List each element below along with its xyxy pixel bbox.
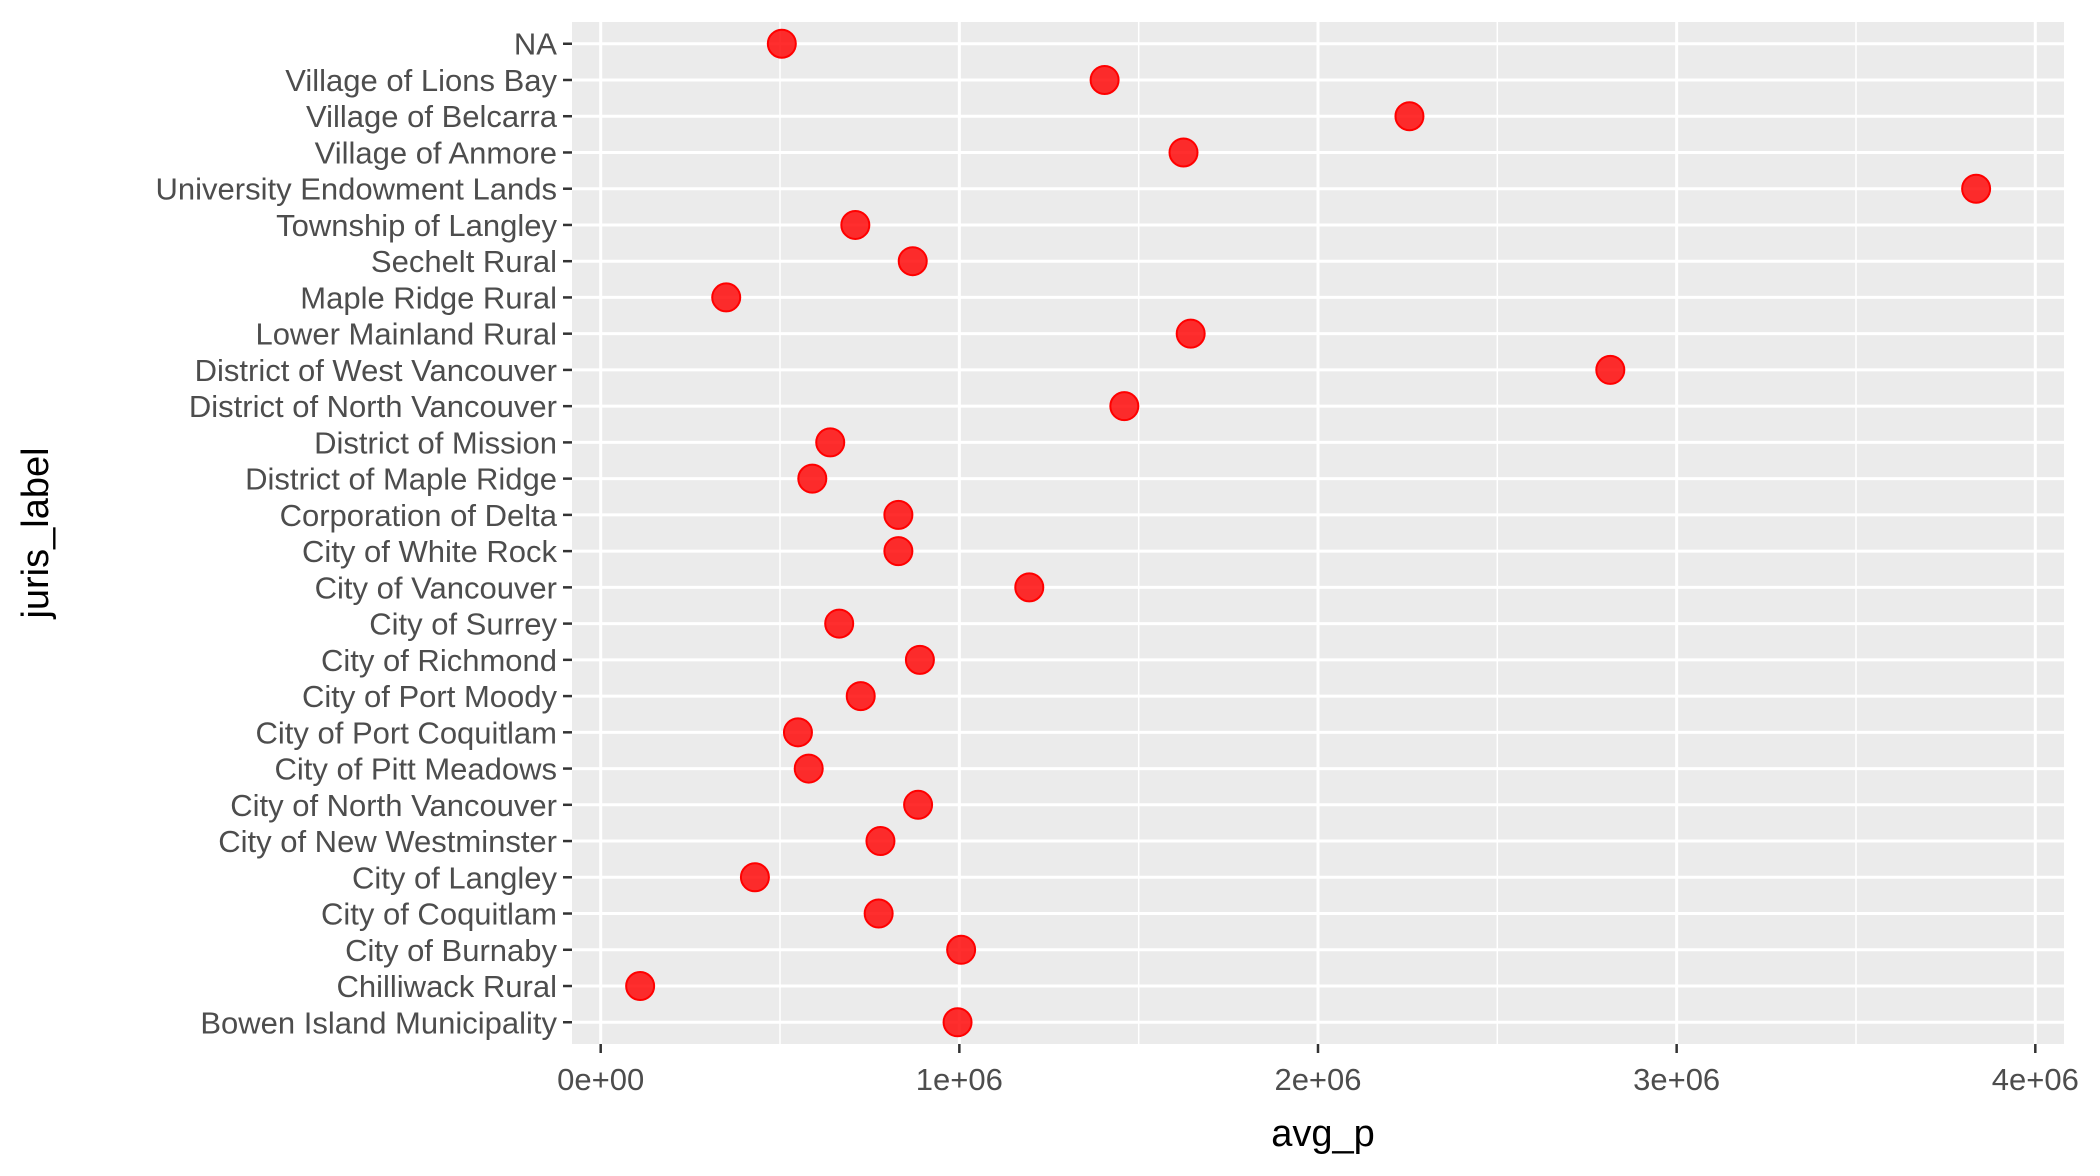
y-tick-label: City of Pitt Meadows — [274, 752, 557, 787]
y-tick-label: District of West Vancouver — [195, 353, 557, 388]
y-tick-label: NA — [514, 27, 557, 62]
data-point — [865, 826, 896, 857]
data-point — [711, 282, 742, 313]
data-point — [1595, 354, 1626, 385]
y-tick-label: City of Vancouver — [315, 570, 557, 605]
y-tick-label: District of Maple Ridge — [245, 462, 557, 497]
data-point — [946, 934, 977, 965]
minor-gridlines — [779, 22, 1857, 1044]
data-point — [840, 209, 871, 240]
y-tick-label: City of White Rock — [302, 534, 557, 569]
data-point — [1168, 137, 1199, 168]
x-axis-title: avg_p — [1271, 1113, 1375, 1155]
y-tick-label: Sechelt Rural — [371, 244, 557, 279]
y-tick-label: City of Coquitlam — [321, 897, 557, 932]
data-point — [897, 246, 928, 277]
y-tick-label: City of Port Coquitlam — [256, 715, 558, 750]
data-point — [883, 536, 914, 567]
y-tick-label: City of Langley — [352, 860, 558, 895]
x-axis: 0e+00 1e+06 2e+06 3e+06 4e+06 — [557, 1044, 2079, 1097]
data-point — [883, 499, 914, 530]
data-point — [1175, 318, 1206, 349]
y-tick-label: District of North Vancouver — [189, 389, 557, 424]
major-gridlines — [572, 22, 2064, 1044]
x-tick-label: 2e+06 — [1274, 1062, 1361, 1097]
y-tick-label: City of New Westminster — [218, 824, 557, 859]
data-point — [815, 427, 846, 458]
data-point — [1089, 64, 1120, 95]
y-tick-label: University Endowment Lands — [156, 172, 557, 207]
data-point — [797, 463, 828, 494]
data-point — [863, 898, 894, 929]
y-tick-label: Township of Langley — [276, 208, 557, 243]
y-tick-label: City of North Vancouver — [230, 788, 557, 823]
data-point — [942, 1007, 973, 1038]
y-tick-label: Village of Lions Bay — [285, 63, 557, 98]
data-point — [845, 681, 876, 712]
x-tick-label: 0e+00 — [557, 1062, 644, 1097]
y-tick-label: City of Burnaby — [345, 933, 557, 968]
data-point — [766, 28, 797, 59]
y-tick-label: City of Richmond — [321, 643, 557, 678]
data-point — [1014, 572, 1045, 603]
data-point — [1961, 173, 1992, 204]
y-tick-label: City of Port Moody — [302, 679, 557, 714]
data-point — [782, 717, 813, 748]
y-tick-label: Corporation of Delta — [280, 498, 558, 533]
y-tick-label: District of Mission — [314, 425, 557, 460]
y-tick-label: Maple Ridge Rural — [300, 280, 557, 315]
data-point — [824, 608, 855, 639]
x-tick-label: 3e+06 — [1633, 1062, 1720, 1097]
data-point — [739, 862, 770, 893]
x-tick-label: 4e+06 — [1992, 1062, 2079, 1097]
data-point — [904, 644, 935, 675]
y-tick-label: City of Surrey — [369, 607, 557, 642]
x-tick-label: 1e+06 — [916, 1062, 1003, 1097]
y-tick-label: Village of Anmore — [315, 135, 557, 170]
data-point — [1394, 101, 1425, 132]
y-tick-label: Bowen Island Municipality — [200, 1005, 557, 1040]
data-point — [793, 753, 824, 784]
y-tick-label: Lower Mainland Rural — [255, 317, 557, 352]
data-points — [625, 28, 1992, 1038]
data-point — [1109, 391, 1140, 422]
data-point — [903, 789, 934, 820]
y-axis-title: juris_label — [15, 447, 57, 619]
data-point — [625, 971, 656, 1002]
y-tick-label: Village of Belcarra — [306, 99, 558, 134]
y-tick-label: Chilliwack Rural — [337, 969, 558, 1004]
